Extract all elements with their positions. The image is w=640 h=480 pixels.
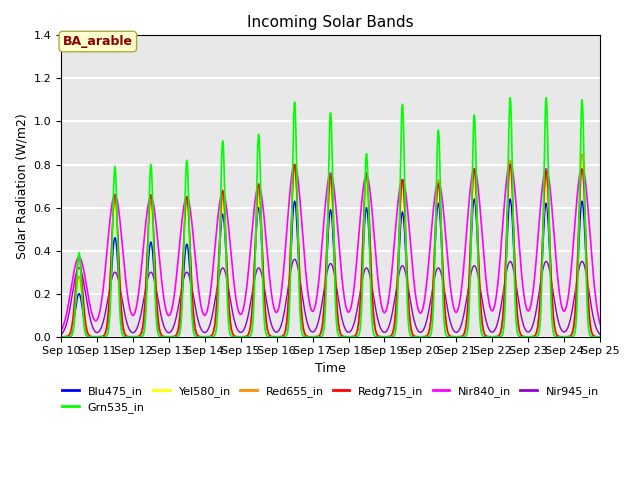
- Redg715_in: [167, 334, 175, 340]
- Redg715_in: [173, 332, 180, 337]
- Grn535_in: [259, 281, 267, 287]
- Line: Redg715_in: Redg715_in: [61, 165, 600, 337]
- Title: Incoming Solar Bands: Incoming Solar Bands: [247, 15, 414, 30]
- Yel580_in: [167, 334, 175, 340]
- Redg715_in: [595, 334, 602, 340]
- Blu475_in: [405, 308, 413, 314]
- Yel580_in: [259, 263, 267, 268]
- Nir840_in: [259, 202, 267, 208]
- Blu475_in: [259, 267, 267, 273]
- Red655_in: [405, 302, 413, 308]
- Nir840_in: [173, 275, 180, 281]
- Line: Grn535_in: Grn535_in: [61, 98, 600, 337]
- Line: Blu475_in: Blu475_in: [61, 199, 600, 337]
- Redg715_in: [405, 301, 413, 307]
- Yel580_in: [173, 332, 180, 338]
- Red655_in: [259, 258, 267, 264]
- Blu475_in: [57, 334, 65, 340]
- Text: BA_arable: BA_arable: [63, 35, 133, 48]
- Nir945_in: [167, 329, 175, 335]
- Nir945_in: [259, 276, 267, 282]
- Blu475_in: [506, 196, 514, 202]
- Line: Nir945_in: Nir945_in: [61, 259, 600, 335]
- Red655_in: [578, 151, 586, 156]
- Nir840_in: [595, 312, 602, 318]
- Nir945_in: [405, 288, 413, 294]
- Grn535_in: [57, 334, 65, 340]
- Grn535_in: [595, 334, 602, 340]
- Grn535_in: [481, 334, 489, 340]
- Grn535_in: [405, 324, 413, 330]
- Nir945_in: [481, 315, 489, 321]
- Grn535_in: [596, 334, 604, 340]
- X-axis label: Time: Time: [315, 362, 346, 375]
- Red655_in: [596, 334, 604, 340]
- Yel580_in: [596, 334, 604, 340]
- Red655_in: [167, 334, 175, 340]
- Redg715_in: [506, 162, 514, 168]
- Grn535_in: [167, 334, 175, 340]
- Blu475_in: [481, 333, 489, 338]
- Y-axis label: Solar Radiation (W/m2): Solar Radiation (W/m2): [15, 113, 28, 259]
- Grn535_in: [542, 95, 550, 101]
- Nir840_in: [405, 220, 413, 226]
- Nir945_in: [291, 256, 298, 262]
- Line: Nir840_in: Nir840_in: [61, 162, 600, 331]
- Nir840_in: [57, 328, 65, 334]
- Yel580_in: [481, 333, 489, 338]
- Nir945_in: [596, 332, 604, 337]
- Nir840_in: [596, 321, 604, 327]
- Yel580_in: [405, 303, 413, 309]
- Redg715_in: [596, 334, 604, 340]
- Red655_in: [57, 334, 65, 340]
- Redg715_in: [481, 332, 489, 338]
- Nir945_in: [173, 314, 180, 320]
- Nir840_in: [167, 311, 175, 316]
- Red655_in: [481, 333, 489, 338]
- Nir945_in: [595, 329, 602, 335]
- Nir840_in: [481, 269, 489, 275]
- Yel580_in: [595, 334, 602, 340]
- Redg715_in: [57, 334, 65, 340]
- Nir945_in: [57, 332, 65, 337]
- Blu475_in: [596, 334, 604, 340]
- Line: Red655_in: Red655_in: [61, 154, 600, 337]
- Yel580_in: [578, 162, 586, 168]
- Redg715_in: [259, 255, 267, 261]
- Grn535_in: [173, 334, 180, 339]
- Red655_in: [173, 332, 180, 338]
- Legend: Blu475_in, Grn535_in, Yel580_in, Red655_in, Redg715_in, Nir840_in, Nir945_in: Blu475_in, Grn535_in, Yel580_in, Red655_…: [58, 382, 604, 418]
- Nir840_in: [506, 159, 514, 165]
- Blu475_in: [173, 333, 180, 338]
- Yel580_in: [57, 334, 65, 340]
- Line: Yel580_in: Yel580_in: [61, 165, 600, 337]
- Red655_in: [595, 334, 602, 340]
- Blu475_in: [595, 334, 602, 340]
- Blu475_in: [167, 334, 175, 340]
